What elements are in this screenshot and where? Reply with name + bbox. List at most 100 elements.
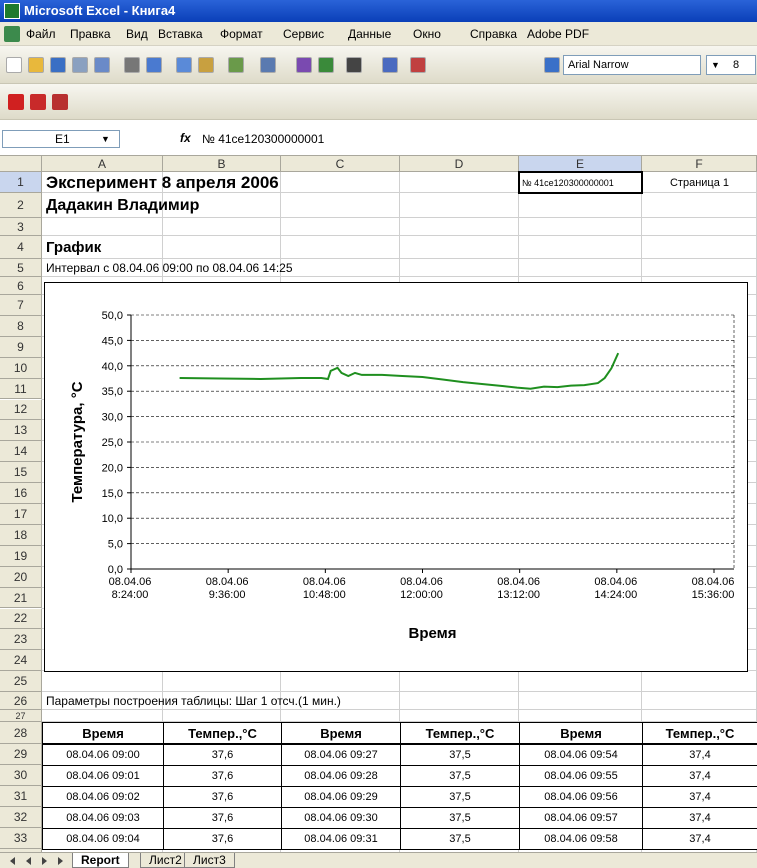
row-header[interactable]: 13 (0, 420, 42, 442)
menu-item[interactable]: Правка (70, 27, 111, 41)
row-header[interactable]: 22 (0, 608, 42, 630)
toolbar-icon[interactable] (94, 57, 110, 73)
column-header[interactable]: D (400, 156, 519, 172)
size-box[interactable]: ▼ 8 (706, 55, 756, 75)
y-tick-label: 5,0 (108, 539, 123, 551)
row-header[interactable]: 28 (0, 722, 42, 745)
y-tick-label: 45,0 (102, 335, 123, 347)
standard-toolbar: Arial Narrow ▼ 8 (0, 46, 757, 84)
pdf-icon[interactable] (30, 94, 46, 110)
row-header[interactable]: 2 (0, 193, 42, 218)
row-header[interactable]: 10 (0, 357, 42, 379)
corner[interactable] (0, 156, 42, 172)
row-header[interactable]: 33 (0, 828, 42, 850)
table-cell: 37,6 (163, 807, 282, 830)
row-header[interactable]: 7 (0, 295, 42, 316)
row-header[interactable]: 5 (0, 259, 42, 277)
toolbar-icon[interactable] (346, 57, 362, 73)
row-header[interactable]: 14 (0, 441, 42, 463)
row-header[interactable]: 29 (0, 744, 42, 766)
nav-first[interactable] (10, 857, 15, 865)
row-header[interactable]: 17 (0, 504, 42, 525)
toolbar-icon[interactable] (124, 57, 140, 73)
y-tick-label: 30,0 (102, 412, 123, 424)
row-header[interactable]: 23 (0, 629, 42, 651)
column-header[interactable]: B (163, 156, 281, 172)
row-header[interactable]: 3 (0, 218, 42, 236)
menu-item[interactable]: Формат (220, 27, 263, 41)
nav-next[interactable] (42, 857, 47, 865)
sheet-tab[interactable]: Report (72, 853, 129, 868)
row-header[interactable]: 24 (0, 650, 42, 672)
fx-button[interactable]: fx (180, 131, 191, 145)
toolbar-icon[interactable] (176, 57, 192, 73)
row-header[interactable]: 30 (0, 765, 42, 787)
row-header (0, 849, 42, 852)
toolbar-icon[interactable] (198, 57, 214, 73)
row-header[interactable]: 31 (0, 786, 42, 808)
nav-last[interactable] (58, 857, 63, 865)
selected-cell[interactable]: № 41ce120300000001 (518, 171, 643, 194)
column-header[interactable]: C (281, 156, 400, 172)
toolbar-icon[interactable] (544, 57, 560, 73)
toolbar-icon[interactable] (50, 57, 66, 73)
row-header[interactable]: 6 (0, 277, 42, 295)
row-header[interactable]: 4 (0, 236, 42, 259)
table-cell: 37,6 (163, 765, 282, 788)
dropdown-arrow: ▼ (101, 134, 110, 144)
toolbar-icon[interactable] (146, 57, 162, 73)
table-header-cell: Темпер.,°C (642, 722, 757, 746)
table-cell: 08.04.06 09:56 (519, 786, 643, 809)
row-header[interactable]: 11 (0, 378, 42, 400)
toolbar-icon[interactable] (410, 57, 426, 73)
column-header[interactable]: A (42, 156, 163, 172)
pdf-icon[interactable] (52, 94, 68, 110)
sheet-tab[interactable]: Лист3 (184, 853, 235, 868)
toolbar-icon[interactable] (296, 57, 312, 73)
y-tick-label: 0,0 (108, 564, 123, 576)
row-header[interactable]: 19 (0, 545, 42, 567)
menu-item[interactable]: Вид (126, 27, 148, 41)
menu-item[interactable]: Данные (348, 27, 392, 41)
row-header[interactable]: 27 (0, 710, 42, 723)
menu-item[interactable]: Файл (26, 27, 56, 41)
name-box[interactable]: E1 ▼ (2, 130, 120, 148)
row-header[interactable]: 18 (0, 524, 42, 546)
toolbar-icon[interactable] (382, 57, 398, 73)
row-header[interactable]: 16 (0, 483, 42, 504)
toolbar-icon[interactable] (72, 57, 88, 73)
toolbar-icon[interactable] (260, 57, 276, 73)
table-cell: 37,6 (163, 786, 282, 809)
row-header[interactable]: 9 (0, 336, 42, 358)
row-header[interactable]: 25 (0, 671, 42, 693)
cell: Интервал с 08.04.06 09:00 по 08.04.06 14… (46, 261, 293, 275)
row-header[interactable]: 8 (0, 315, 42, 337)
app-icon (4, 3, 20, 19)
font-box[interactable]: Arial Narrow (563, 55, 701, 75)
row-header[interactable]: 20 (0, 566, 42, 588)
column-header[interactable]: E (519, 156, 642, 172)
nav-prev[interactable] (26, 857, 31, 865)
menu-item[interactable]: Справка (470, 27, 518, 41)
y-tick-label: 10,0 (102, 513, 123, 525)
column-header[interactable]: F (642, 156, 757, 172)
menu-item[interactable]: Сервис (283, 27, 325, 41)
toolbar-icon[interactable] (318, 57, 334, 73)
menu-item[interactable]: Вставка (158, 27, 203, 41)
menu-item[interactable]: Adobe PDF (527, 27, 590, 41)
pdf-icon[interactable] (8, 94, 24, 110)
row-header[interactable]: 12 (0, 399, 42, 421)
toolbar-icon[interactable] (228, 57, 244, 73)
row-header[interactable]: 21 (0, 587, 42, 609)
table-cell: 08.04.06 09:01 (42, 765, 164, 788)
row-header[interactable]: 26 (0, 692, 42, 711)
x-tick-label: 08.04.06 10:48:00 (302, 576, 346, 601)
row-header[interactable]: 15 (0, 462, 42, 484)
x-tick-label: 08.04.06 13:12:00 (497, 576, 541, 601)
toolbar-icon[interactable] (6, 57, 22, 73)
menu-item[interactable]: Окно (413, 27, 441, 41)
row-header[interactable]: 32 (0, 807, 42, 829)
row-header[interactable]: 1 (0, 172, 42, 193)
table-cell: 37,4 (642, 786, 757, 809)
toolbar-icon[interactable] (28, 57, 44, 73)
